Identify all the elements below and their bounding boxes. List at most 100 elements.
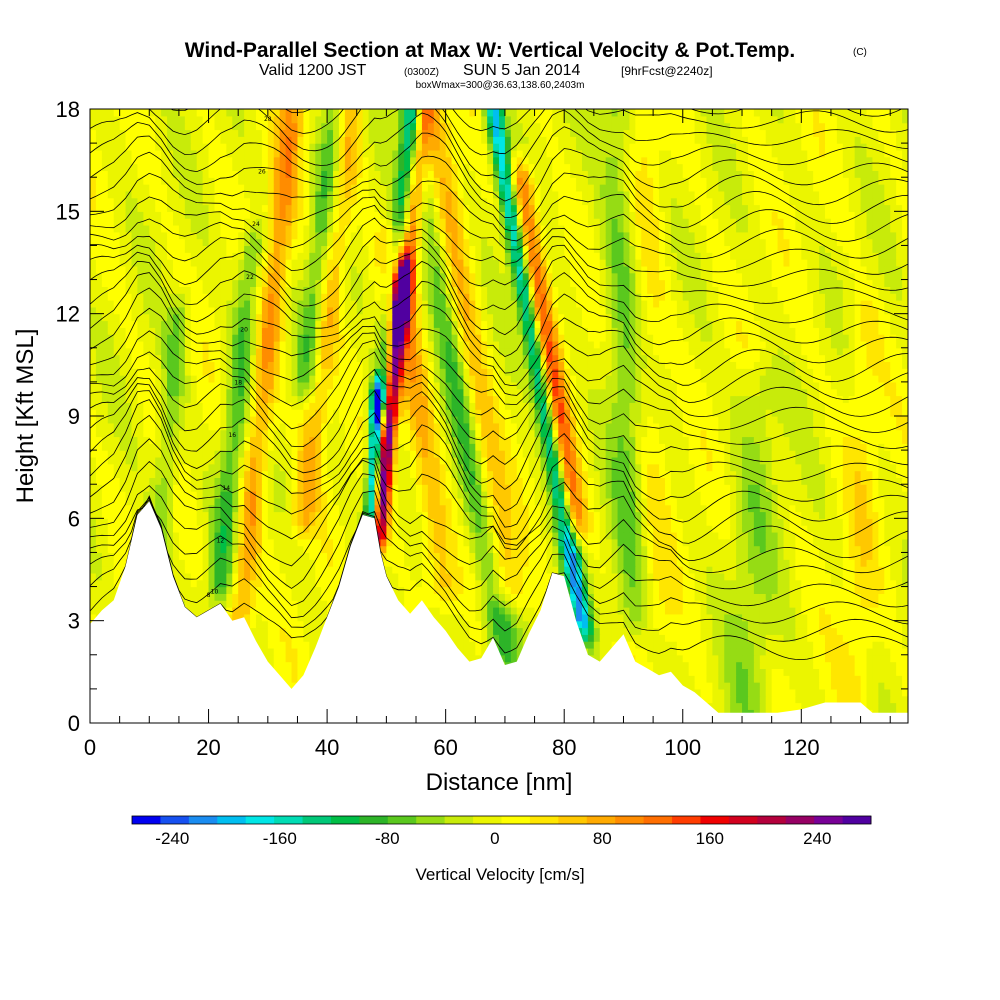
heatmap-cell [451, 620, 459, 629]
heatmap-cell [712, 682, 719, 690]
heatmap-cell [404, 511, 411, 519]
heatmap-cell [670, 511, 678, 519]
heatmap-cell [653, 668, 660, 676]
heatmap-cell [445, 525, 453, 533]
heatmap-cell [487, 600, 494, 608]
heatmap-cell [605, 525, 613, 533]
heatmap-cell [321, 613, 328, 622]
heatmap-cell [813, 586, 820, 594]
heatmap-cell [771, 491, 779, 499]
heatmap-cell [457, 572, 465, 581]
heatmap-cell [463, 511, 470, 519]
heatmap-cell [285, 654, 293, 663]
heatmap-cell [250, 504, 257, 513]
heatmap-cell [789, 497, 796, 506]
heatmap-cell [659, 552, 666, 560]
heatmap-cell [848, 497, 856, 506]
heatmap-cell [878, 497, 885, 506]
heatmap-cell [783, 647, 791, 656]
heatmap-cell [493, 641, 500, 649]
heatmap-cell [386, 566, 393, 574]
heatmap-cell [255, 600, 263, 608]
heatmap-cell [611, 491, 619, 499]
heatmap-cell [890, 504, 897, 513]
heatmap-cell [113, 552, 121, 560]
heatmap-cell [789, 566, 796, 574]
heatmap-cell [807, 647, 814, 656]
heatmap-cell [267, 593, 275, 601]
heatmap-cell [273, 531, 281, 540]
heatmap-cell [451, 552, 459, 560]
heatmap-cell [813, 593, 820, 601]
heatmap-cell [516, 593, 524, 601]
heatmap-cell [404, 593, 411, 601]
heatmap-cell [534, 552, 542, 560]
heatmap-cell [303, 586, 310, 594]
heatmap-cell [315, 484, 322, 492]
heatmap-cell [593, 566, 601, 574]
heatmap-cell [119, 477, 127, 485]
heatmap-cell [730, 702, 737, 710]
heatmap-cell [356, 491, 364, 499]
heatmap-cell [487, 566, 494, 574]
heatmap-cell [463, 647, 470, 656]
heatmap-cell [884, 531, 891, 540]
heatmap-cell [587, 634, 595, 642]
heatmap-cell [481, 525, 488, 533]
heatmap-cell [522, 586, 530, 594]
heatmap-cell [469, 497, 476, 506]
heatmap-cell [499, 593, 506, 601]
heatmap-cell [220, 545, 227, 554]
heatmap-cell [896, 654, 903, 663]
heatmap-cell [279, 613, 287, 622]
heatmap-cell [718, 566, 725, 574]
heatmap-cell [167, 545, 174, 554]
heatmap-cell [629, 579, 636, 588]
heatmap-cell [404, 559, 411, 567]
heatmap-cell [178, 572, 186, 581]
heatmap-cell [581, 620, 589, 629]
heatmap-cell [759, 497, 767, 506]
heatmap-cell [410, 518, 417, 526]
heatmap-cell [653, 572, 660, 581]
heatmap-cell [309, 613, 316, 622]
heatmap-cell [860, 572, 868, 581]
heatmap-cell [789, 504, 796, 513]
heatmap-cell [297, 647, 304, 656]
heatmap-cell [641, 641, 648, 649]
heatmap-cell [860, 545, 868, 554]
heatmap-cell [255, 566, 263, 574]
heatmap-cell [184, 559, 192, 567]
heatmap-cell [848, 627, 856, 635]
heatmap-cell [896, 627, 903, 635]
heatmap-cell [819, 695, 826, 704]
heatmap-cell [564, 477, 571, 485]
heatmap-cell [872, 566, 879, 574]
heatmap-cell [90, 504, 97, 513]
heatmap-cell [789, 613, 796, 622]
heatmap-cell [872, 572, 879, 581]
heatmap-cell [902, 654, 908, 663]
heatmap-cell [730, 668, 737, 676]
heatmap-cell [155, 470, 162, 478]
heatmap-cell [95, 559, 103, 567]
heatmap-cell [534, 531, 542, 540]
heatmap-cell [819, 538, 826, 547]
heatmap-cell [457, 593, 465, 601]
heatmap-cell [747, 647, 755, 656]
heatmap-cell [789, 579, 796, 588]
heatmap-cell [439, 518, 447, 526]
heatmap-cell [558, 525, 565, 533]
heatmap-cell [463, 600, 470, 608]
heatmap-cell [386, 477, 393, 485]
heatmap-cell [445, 613, 453, 622]
heatmap-cell [753, 566, 761, 574]
heatmap-cell [688, 593, 696, 601]
heatmap-cell [267, 545, 275, 554]
heatmap-cell [789, 627, 796, 635]
heatmap-cell [362, 511, 370, 519]
heatmap-cell [623, 538, 631, 547]
heatmap-cell [208, 593, 216, 601]
heatmap-cell [807, 477, 814, 485]
heatmap-cell [196, 607, 204, 615]
